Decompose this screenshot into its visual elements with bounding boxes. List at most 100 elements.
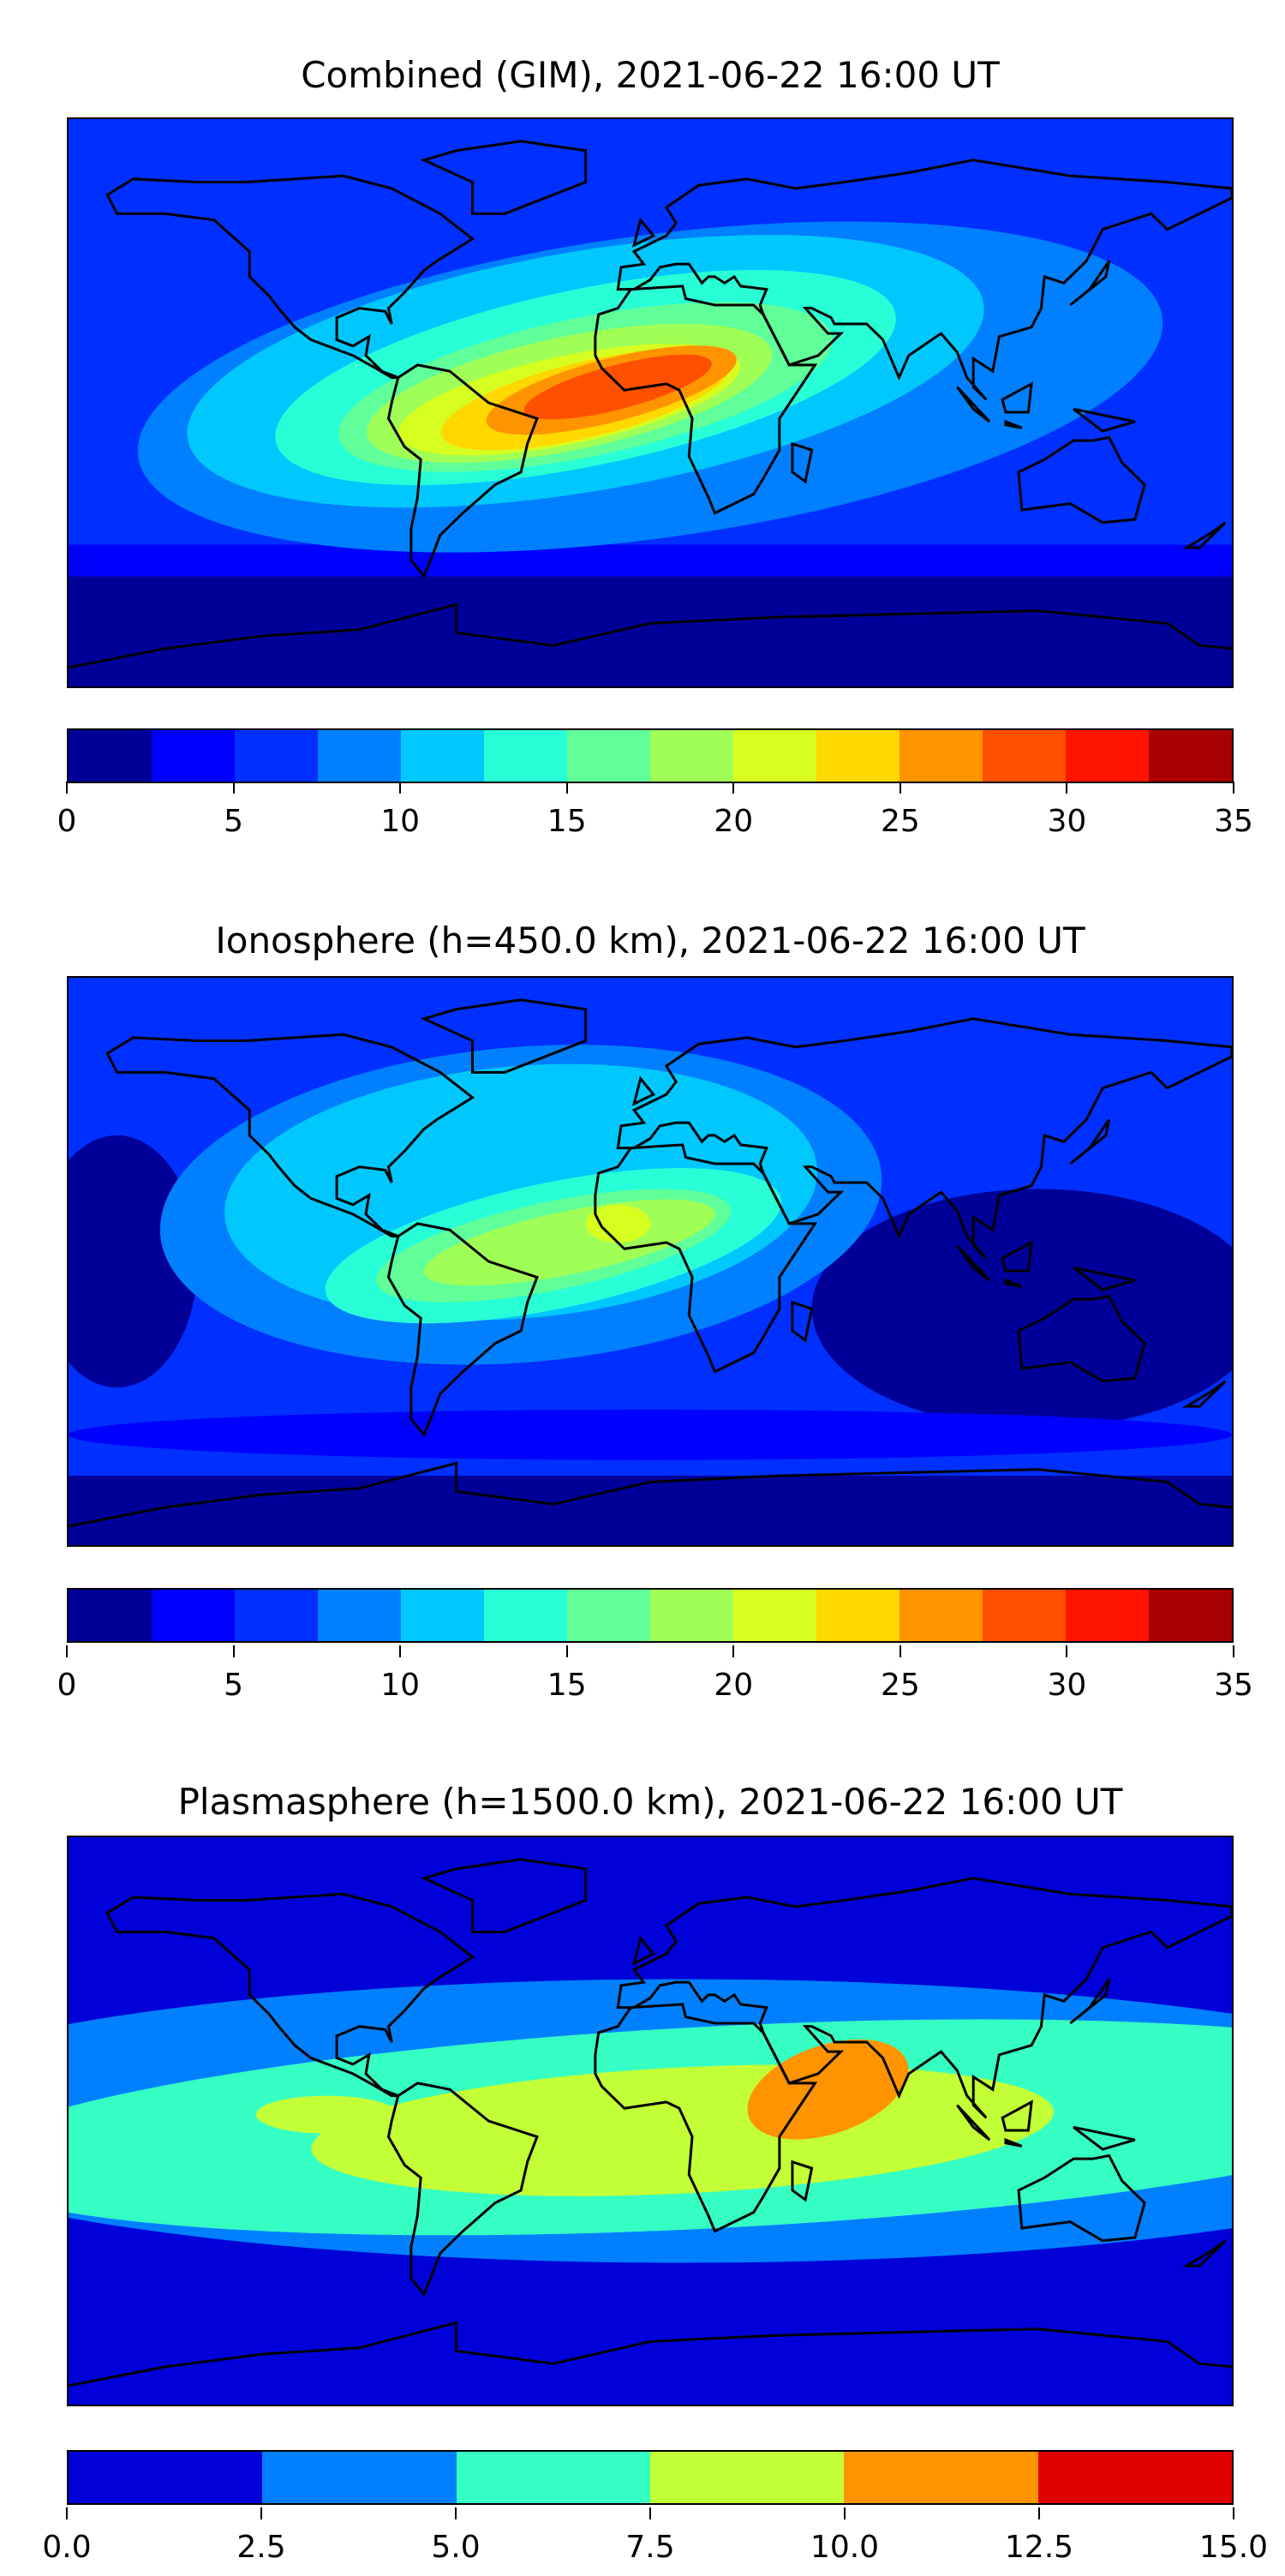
colorbar-segment	[152, 1590, 235, 1641]
panel-title-ionosphere: Ionosphere (h=450.0 km), 2021-06-22 16:0…	[215, 920, 1085, 962]
colorbar-segment	[650, 730, 733, 782]
colorbar-tick	[899, 1645, 901, 1657]
colorbar-segment	[1037, 2452, 1232, 2503]
colorbar-tick	[732, 1645, 735, 1657]
colorbar-ionosphere	[67, 1588, 1234, 1643]
colorbar-tick	[1038, 2507, 1040, 2519]
coastline	[1186, 1381, 1225, 1406]
coastline	[1002, 1243, 1031, 1271]
panel-title-combined: Combined (GIM), 2021-06-22 16:00 UT	[301, 54, 1000, 96]
colorbar-ticks-combined: 0 5 10 15 20 25 30 35	[57, 782, 1253, 850]
colorbar-tick	[260, 2507, 262, 2519]
colorbar-segment	[733, 730, 816, 782]
colorbar-tick	[1066, 782, 1068, 794]
coastline-antarctica	[69, 604, 1232, 668]
colorbar-tick	[399, 782, 402, 794]
contour-region	[523, 354, 712, 420]
coastline	[792, 1303, 812, 1340]
colorbar-tick-label: 15.0	[1198, 2530, 1269, 2565]
coastline	[595, 2004, 816, 2232]
colorbar-segment	[235, 1590, 318, 1641]
coastline	[1070, 1120, 1109, 1164]
colorbar-segment	[152, 730, 235, 782]
colorbar-tick-label: 10	[380, 1668, 421, 1703]
colorbar-tick-label: 5	[224, 804, 244, 839]
coastline	[1073, 409, 1135, 431]
colorbar-plasmasphere	[67, 2450, 1234, 2505]
contour-region	[69, 1409, 1232, 1460]
colorbar-ticks-ionosphere: 0 5 10 15 20 25 30 35	[57, 1645, 1253, 1714]
coastline	[1186, 2241, 1225, 2266]
coastline	[1002, 2102, 1031, 2130]
colorbar-segment	[69, 730, 152, 782]
coastline	[424, 1000, 586, 1073]
colorbar-tick	[66, 782, 68, 794]
colorbar-segment	[567, 1590, 650, 1641]
colorbar-segment	[456, 2452, 650, 2503]
colorbar-tick-label: 35	[1214, 804, 1253, 839]
map-plasmasphere	[67, 1836, 1234, 2406]
coastline	[792, 444, 812, 482]
colorbar-tick	[565, 782, 568, 794]
coastline	[1186, 523, 1225, 548]
coastline	[595, 1145, 816, 1372]
coastline	[1002, 384, 1031, 412]
coastline-antarctica	[69, 2322, 1232, 2386]
colorbar-segment	[1149, 1590, 1232, 1641]
colorbar-tick-label: 15	[547, 1668, 587, 1703]
coastline	[424, 1860, 586, 1932]
colorbar-segment	[900, 730, 983, 782]
colorbar-tick-label: 10.0	[810, 2530, 880, 2565]
colorbar-tick	[899, 782, 901, 794]
colorbar-segment	[401, 730, 484, 782]
colorbar-tick-label: 25	[880, 1668, 920, 1703]
contour-region	[747, 2039, 909, 2140]
colorbar-segment	[484, 1590, 567, 1641]
colorbar-segment	[733, 1590, 816, 1641]
colorbar-segment	[983, 730, 1066, 782]
colorbar-tick	[1233, 782, 1234, 794]
coastline	[1019, 437, 1145, 522]
coastline	[1073, 1267, 1135, 1290]
coastline	[957, 1246, 989, 1280]
colorbar-tick	[732, 782, 735, 794]
colorbar-tick-label: 5.0	[431, 2530, 481, 2565]
coastline	[388, 365, 537, 576]
colorbar-segment	[816, 730, 900, 782]
colorbar-tick-label: 20	[714, 804, 754, 839]
coastline	[424, 141, 586, 214]
coastline	[792, 2162, 812, 2200]
contour-region	[811, 1189, 1232, 1429]
colorbar-segment	[567, 730, 650, 782]
colorbar-segment	[1066, 1590, 1149, 1641]
colorbar-tick-label: 20	[714, 1668, 754, 1703]
colorbar-tick-label: 0.0	[42, 2530, 92, 2565]
colorbar-segment	[318, 1590, 401, 1641]
colorbar-segment	[318, 730, 401, 782]
colorbar-tick-label: 35	[1214, 1668, 1253, 1703]
colorbar-tick-label: 10	[380, 804, 421, 839]
colorbar-segment	[69, 2452, 263, 2503]
colorbar-segment	[262, 2452, 457, 2503]
coastline-antarctica	[69, 1463, 1232, 1526]
colorbar-segment	[69, 1590, 152, 1641]
coastline	[1019, 1296, 1145, 1381]
coastline	[1006, 2140, 1022, 2146]
colorbar-tick-label: 0	[57, 804, 77, 839]
contour-band	[69, 544, 1232, 577]
contour-band	[69, 1476, 1232, 1545]
coastline	[107, 1034, 472, 1236]
colorbar-tick-label: 12.5	[1004, 2530, 1074, 2565]
coastline	[634, 220, 654, 245]
coastline	[1019, 2155, 1145, 2240]
coastline	[1073, 2127, 1135, 2149]
colorbar-tick-label: 30	[1047, 1668, 1087, 1703]
coastline	[957, 2106, 989, 2140]
colorbar-ticks-plasmasphere: 0.0 2.5 5.0 7.5 10.0 12.5 15.0	[42, 2507, 1268, 2576]
colorbar-segment	[649, 2452, 845, 2503]
contour-region	[69, 1135, 198, 1388]
map-ionosphere	[67, 976, 1234, 1547]
colorbar-tick	[1233, 1645, 1234, 1657]
colorbar-segment	[983, 1590, 1066, 1641]
colorbar-tick	[232, 782, 235, 794]
